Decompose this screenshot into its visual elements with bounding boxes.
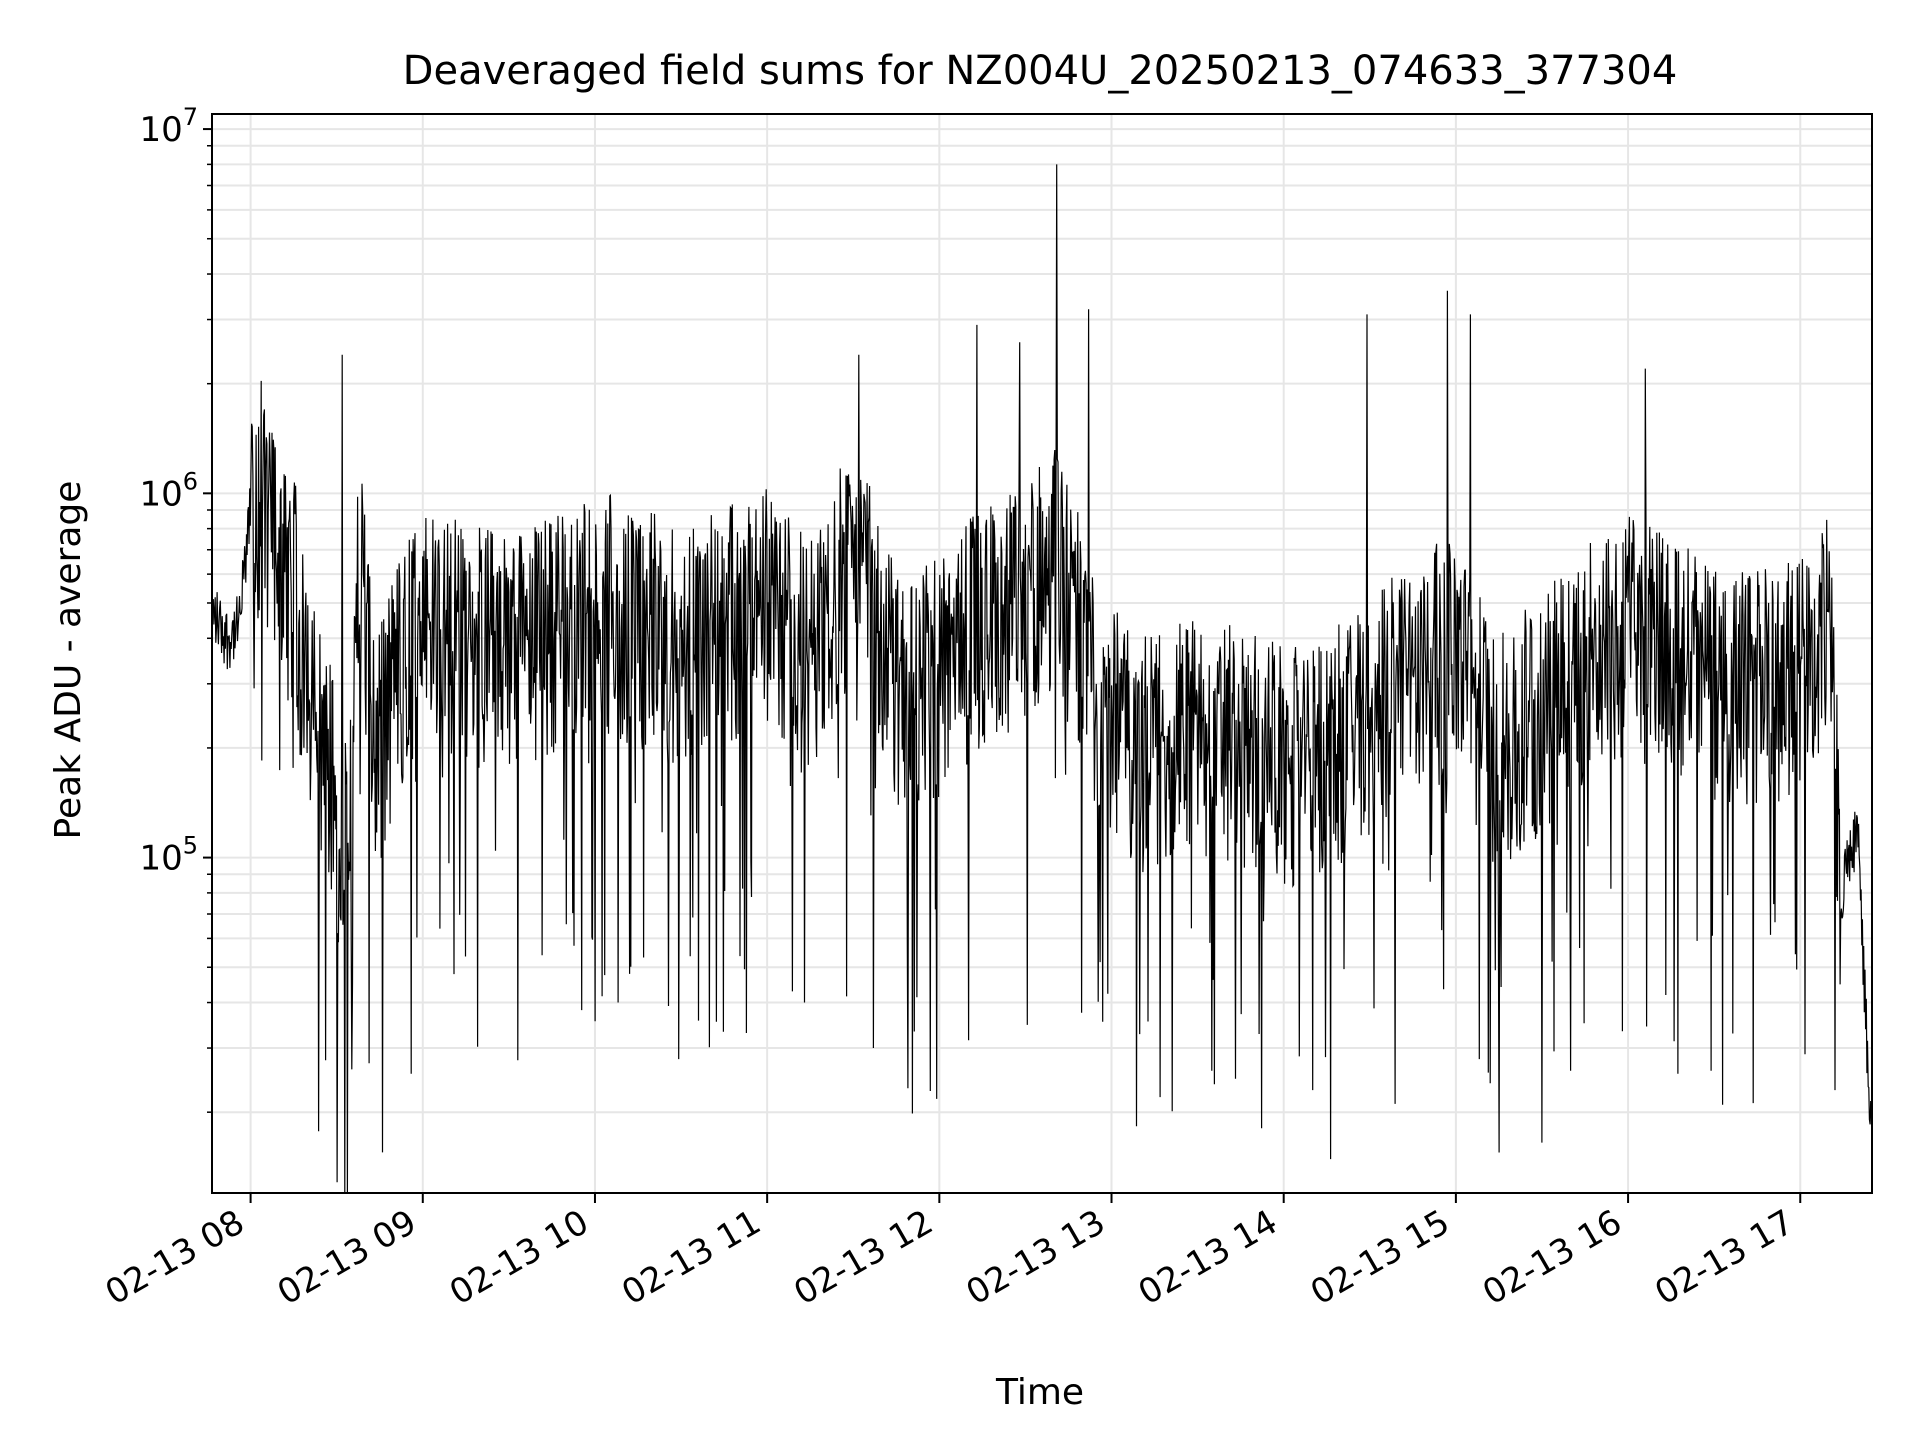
x-axis: 02-13 08 02-13 09 02-13 10 02-13 11 02-13 12… [99,1193,1802,1313]
x-tick-label: 02-13 14 [1132,1202,1284,1313]
chart-title: Deaveraged field sums for NZ004U_2025021… [403,48,1678,94]
y-tick-label: 106 [139,467,198,514]
x-axis-label: Time [995,1372,1084,1413]
x-tick-label: 02-13 08 [99,1202,251,1313]
x-tick-label: 02-13 17 [1648,1202,1800,1313]
x-tick-label: 02-13 12 [787,1202,939,1313]
x-tick-label: 02-13 13 [960,1202,1112,1313]
y-axis-label: Peak ADU - average [48,481,89,840]
series-line [211,164,1873,1194]
x-tick-label: 02-13 16 [1476,1202,1628,1313]
y-axis: 105 106 107 [139,103,212,1113]
x-tick-label: 02-13 10 [443,1202,595,1313]
x-tick-label: 02-13 09 [271,1202,423,1313]
plot-frame [211,113,1873,1194]
x-tick-label: 02-13 15 [1304,1202,1456,1313]
y-tick-label: 105 [139,832,198,879]
y-tick-label: 107 [139,103,198,150]
series-line-layer [211,164,1873,1194]
x-tick-label: 02-13 11 [615,1202,767,1313]
